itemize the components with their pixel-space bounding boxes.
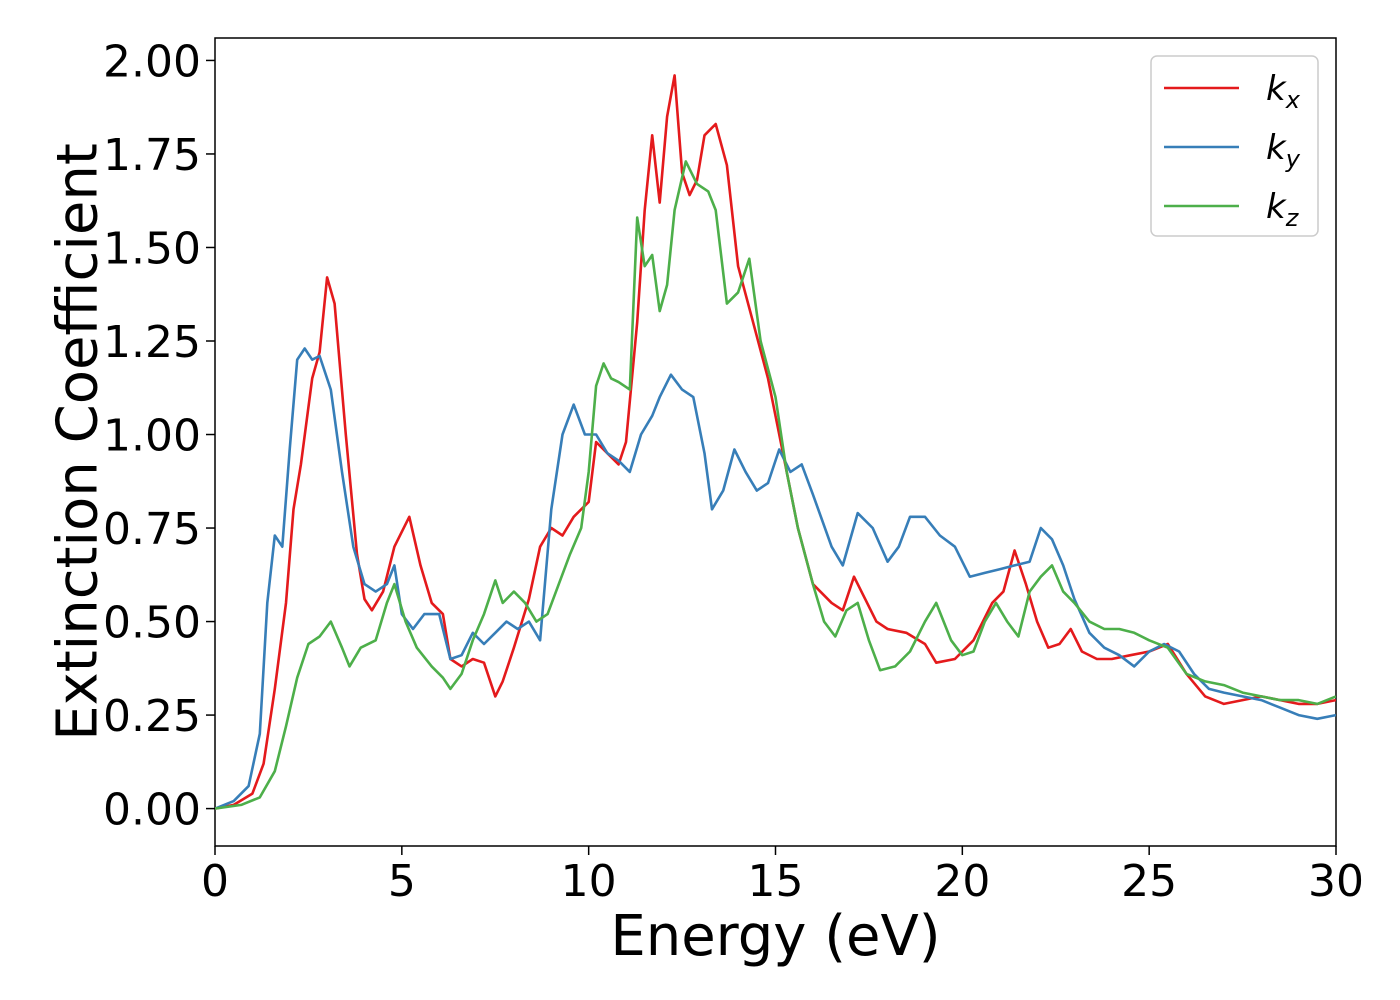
x-tick-label: 20: [934, 856, 990, 907]
legend-label-y: ky: [1266, 128, 1301, 173]
y-axis-title: Extinction Coefficient: [46, 143, 111, 741]
x-tick-label: 15: [748, 856, 804, 907]
y-tick-label: 1.25: [103, 317, 201, 368]
x-tick-label: 10: [561, 856, 617, 907]
y-tick-label: 2.00: [103, 36, 201, 87]
series-line-kx: [215, 74, 1336, 810]
x-tick-label: 0: [201, 856, 229, 907]
legend: kx ky kz: [1150, 55, 1319, 237]
y-axis: 0.00 0.25 0.50 0.75 1.00 1.25 1.50 1.75 2.00: [103, 36, 215, 836]
x-tick-label: 25: [1121, 856, 1177, 907]
x-tick-label: 5: [388, 856, 416, 907]
legend-label-z: kz: [1266, 187, 1300, 232]
y-tick-label: 1.00: [103, 411, 201, 462]
y-tick-label: 0.25: [103, 691, 201, 742]
series-line-kz: [215, 160, 1336, 810]
x-axis-title: Energy (eV): [610, 904, 940, 969]
x-axis: 0 5 10 15 20 25 30: [201, 846, 1364, 907]
series-lines: [215, 74, 1336, 810]
y-tick-label: 0.75: [103, 504, 201, 555]
x-tick-label: 30: [1308, 856, 1364, 907]
legend-label-x: kx: [1266, 69, 1301, 114]
series-line-ky: [215, 347, 1336, 810]
y-tick-label: 1.75: [103, 130, 201, 181]
y-tick-label: 0.50: [103, 598, 201, 649]
y-tick-label: 0.00: [103, 785, 201, 836]
y-tick-label: 1.50: [103, 223, 201, 274]
